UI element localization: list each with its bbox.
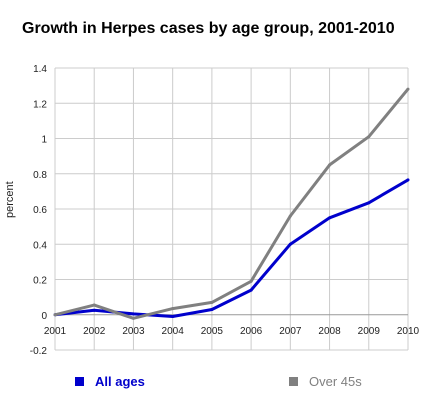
y-tick-label: 1 xyxy=(41,135,47,146)
x-tick-label: 2006 xyxy=(240,326,263,337)
y-tick-label: 0 xyxy=(41,311,47,322)
data-point xyxy=(210,300,214,304)
y-tick-label: 0.6 xyxy=(33,205,47,216)
data-point xyxy=(92,308,96,312)
data-point xyxy=(328,216,332,220)
data-point xyxy=(249,288,253,292)
y-tick-label: 1.4 xyxy=(33,64,47,75)
legend-label-over-45s: Over 45s xyxy=(309,374,362,389)
data-point xyxy=(171,315,175,319)
x-tick-label: 2010 xyxy=(397,326,420,337)
data-point xyxy=(249,279,253,283)
legend-item-over-45s: Over 45s xyxy=(289,374,362,389)
y-tick-label: 0.4 xyxy=(33,240,47,251)
data-point xyxy=(367,135,371,139)
x-tick-label: 2008 xyxy=(318,326,341,337)
legend-label-all-ages: All ages xyxy=(95,374,145,389)
x-tick-label: 2007 xyxy=(279,326,302,337)
data-point xyxy=(288,242,292,246)
x-tick-label: 2003 xyxy=(122,326,145,337)
data-point xyxy=(92,303,96,307)
x-tick-label: 2005 xyxy=(201,326,224,337)
data-point xyxy=(288,214,292,218)
x-tick-label: 2002 xyxy=(83,326,106,337)
y-tick-label: 0.2 xyxy=(33,276,47,287)
data-point xyxy=(406,178,410,182)
y-tick-label: 1.2 xyxy=(33,99,47,110)
data-point xyxy=(131,316,135,320)
legend-swatch-all-ages xyxy=(75,377,84,386)
y-axis-label: percent xyxy=(4,181,16,218)
data-point xyxy=(210,307,214,311)
legend-item-all-ages: All ages xyxy=(75,374,145,389)
y-tick-label: 0.8 xyxy=(33,170,47,181)
x-tick-label: 2001 xyxy=(44,326,67,337)
chart-title: Growth in Herpes cases by age group, 200… xyxy=(22,20,395,37)
data-point xyxy=(328,163,332,167)
data-point xyxy=(406,87,410,91)
x-tick-label: 2009 xyxy=(358,326,381,337)
y-tick-label: -0.2 xyxy=(30,346,48,357)
series-line-all-ages xyxy=(54,178,409,318)
data-point xyxy=(367,201,371,205)
x-tick-label: 2004 xyxy=(162,326,185,337)
legend-swatch-over-45s xyxy=(289,377,298,386)
data-point xyxy=(53,313,57,317)
data-point xyxy=(171,307,175,311)
axis-labels: 1.4 1.2 1 0.8 0.6 0.4 0.2 0 -0.2 2001 2002 2003 2004… xyxy=(30,64,420,357)
data-point xyxy=(131,312,135,316)
series-lines xyxy=(53,87,410,320)
series-line-over-45s xyxy=(54,88,410,320)
